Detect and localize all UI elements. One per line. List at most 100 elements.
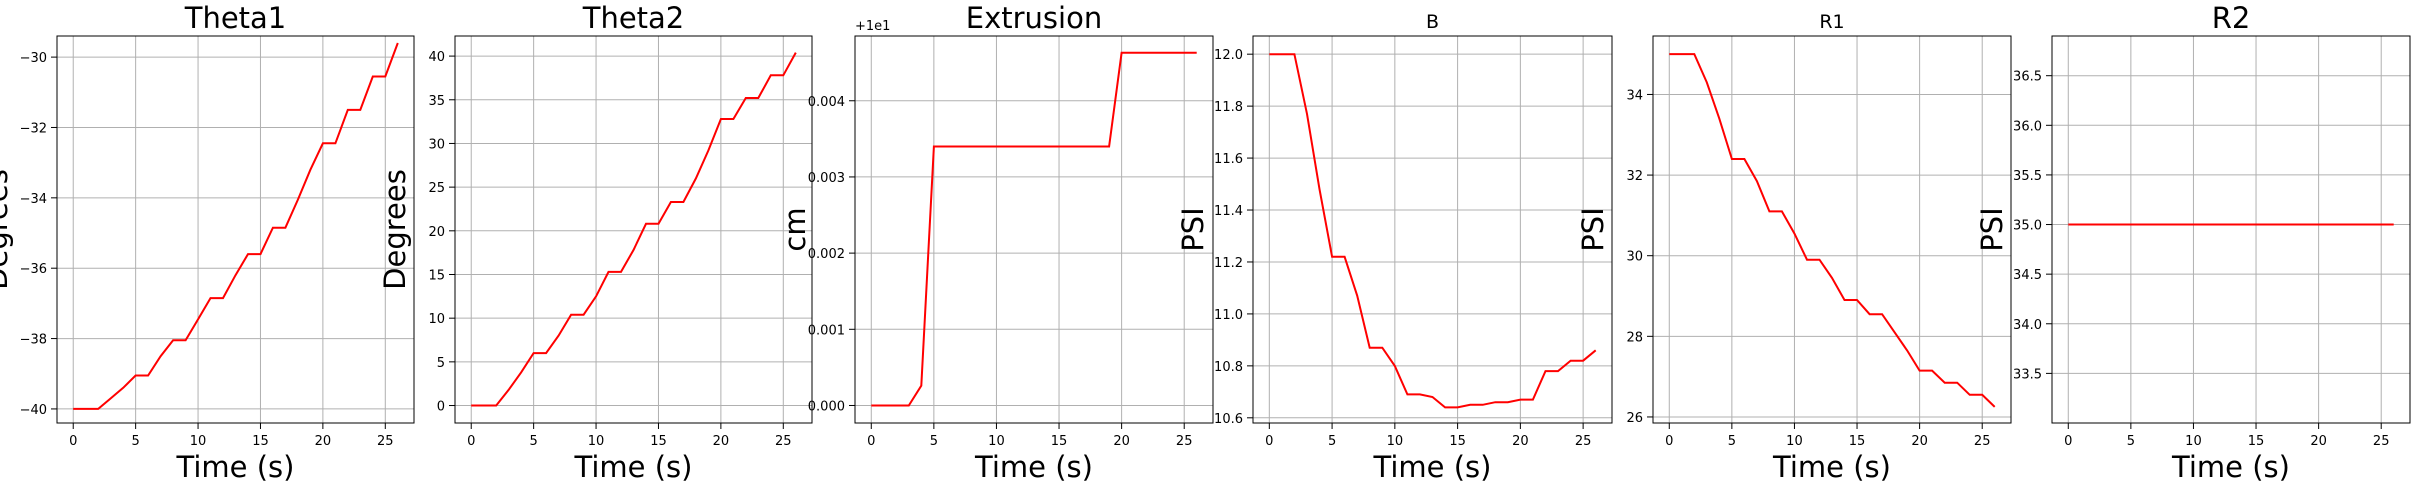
- x-tick-label: 0: [867, 434, 875, 449]
- x-tick-label: 0: [467, 434, 475, 449]
- x-tick-label: 15: [1051, 434, 1068, 449]
- y-tick-label: −34: [20, 192, 47, 207]
- y-axis-label: cm: [778, 207, 812, 251]
- x-tick-label: 25: [1974, 434, 1991, 449]
- x-axis-label: Time (s): [176, 450, 295, 484]
- y-tick-label: 36.5: [2013, 70, 2042, 85]
- y-offset-label: +1e1: [855, 19, 890, 34]
- x-tick-label: 20: [1911, 434, 1928, 449]
- y-tick-label: 25: [428, 181, 445, 196]
- y-tick-label: −32: [20, 121, 47, 136]
- chart-panel-5: 0 5 10 15 20 25 26 28 30 32 34 R1 Time (s) PSI: [1576, 11, 2012, 484]
- series-line: [1669, 53, 1996, 408]
- x-tick-label: 25: [1575, 434, 1592, 449]
- x-tick-label: 25: [775, 434, 792, 449]
- y-tick-label: 33.5: [2013, 367, 2042, 382]
- x-axis-label: Time (s): [2171, 450, 2290, 484]
- y-tick-label: 15: [428, 268, 445, 283]
- y-tick-label: 0.002: [808, 247, 845, 262]
- chart-panel-1: 0 5 10 15 20 25 −40 −38 −36 −34 −32 −30 Theta1 Time (…: [0, 1, 415, 484]
- x-tick-label: 10: [988, 434, 1005, 449]
- y-tick-label: 34: [1626, 88, 1643, 103]
- x-tick-label: 10: [1786, 434, 1803, 449]
- y-tick-label: 28: [1626, 330, 1643, 345]
- chart-panel-4: 0 5 10 15 20 25 10.6 10.8 11.0 11.2 11.4 11.6 11.8 12…: [1176, 11, 1613, 484]
- x-axis-label: Time (s): [574, 450, 693, 484]
- x-tick-label: 10: [2185, 434, 2202, 449]
- y-tick-label: 32: [1626, 169, 1643, 184]
- plot-frame: [2051, 35, 2411, 424]
- y-tick-label: 35.0: [2013, 219, 2042, 234]
- x-tick-label: 5: [529, 434, 537, 449]
- y-tick-label: 11.2: [1214, 256, 1243, 271]
- chart-panel-2: 0 5 10 15 20 25 0 5 10 15 20 25 30 35 40 Theta2 Time (s)…: [378, 1, 813, 484]
- y-tick-label: 26: [1626, 411, 1643, 426]
- y-axis-label: Degrees: [378, 169, 412, 290]
- y-tick-label: 11.6: [1214, 152, 1243, 167]
- x-tick-label: 0: [69, 434, 77, 449]
- plot-frame: [1252, 35, 1613, 424]
- y-axis-label: PSI: [1975, 207, 2009, 251]
- y-tick-label: 0: [437, 400, 445, 415]
- y-tick-label: 40: [428, 50, 445, 65]
- chart-title: R1: [1819, 11, 1844, 33]
- x-tick-label: 10: [1387, 434, 1404, 449]
- x-tick-label: 20: [1113, 434, 1130, 449]
- y-tick-label: 30: [1626, 250, 1643, 265]
- x-tick-label: 20: [1512, 434, 1529, 449]
- y-tick-label: 34.5: [2013, 268, 2042, 283]
- x-tick-label: 20: [315, 434, 332, 449]
- y-tick-label: 10: [428, 312, 445, 327]
- y-tick-label: 11.8: [1214, 100, 1243, 115]
- y-tick-label: 34.0: [2013, 318, 2042, 333]
- x-axis-label: Time (s): [1772, 450, 1891, 484]
- y-tick-label: 12.0: [1214, 48, 1243, 63]
- x-tick-label: 15: [1449, 434, 1466, 449]
- x-tick-label: 10: [588, 434, 605, 449]
- x-tick-label: 20: [2310, 434, 2327, 449]
- x-tick-label: 0: [1265, 434, 1273, 449]
- x-tick-label: 10: [190, 434, 207, 449]
- series-line: [871, 51, 1197, 407]
- y-tick-label: 30: [428, 137, 445, 152]
- x-axis-label: Time (s): [1373, 450, 1492, 484]
- x-tick-label: 5: [2127, 434, 2135, 449]
- x-tick-label: 15: [650, 434, 667, 449]
- x-tick-label: 0: [2064, 434, 2072, 449]
- plot-frame: [1652, 35, 2012, 424]
- x-tick-label: 25: [2373, 434, 2390, 449]
- x-tick-label: 5: [930, 434, 938, 449]
- y-tick-label: 11.4: [1214, 204, 1243, 219]
- y-tick-label: 0.001: [808, 323, 845, 338]
- x-tick-label: 5: [1328, 434, 1336, 449]
- y-tick-label: 35: [428, 94, 445, 109]
- y-tick-label: −38: [20, 333, 47, 348]
- y-tick-label: 10.6: [1214, 412, 1243, 427]
- x-tick-label: 25: [1176, 434, 1193, 449]
- chart-title: Theta1: [184, 1, 287, 35]
- chart-title: Extrusion: [966, 1, 1102, 35]
- x-tick-label: 0: [1665, 434, 1673, 449]
- y-tick-label: 0.004: [808, 95, 845, 110]
- x-tick-label: 15: [2248, 434, 2265, 449]
- y-tick-label: 20: [428, 225, 445, 240]
- x-tick-label: 25: [377, 434, 394, 449]
- y-tick-label: 0.003: [808, 171, 845, 186]
- plot-frame: [854, 35, 1214, 424]
- x-tick-label: 15: [252, 434, 269, 449]
- x-tick-label: 5: [131, 434, 139, 449]
- y-tick-label: 5: [437, 356, 445, 371]
- y-tick-label: −30: [20, 51, 47, 66]
- plot-frame: [454, 35, 813, 424]
- series-line: [1269, 53, 1597, 409]
- chart-title: Theta2: [582, 1, 685, 35]
- y-axis-label: PSI: [1576, 207, 1610, 251]
- y-tick-label: 10.8: [1214, 360, 1243, 375]
- x-axis-label: Time (s): [974, 450, 1093, 484]
- x-tick-label: 20: [713, 434, 730, 449]
- series-line: [471, 52, 797, 407]
- x-tick-label: 5: [1728, 434, 1736, 449]
- y-tick-label: −40: [20, 403, 47, 418]
- y-axis-label: Degrees: [0, 169, 14, 290]
